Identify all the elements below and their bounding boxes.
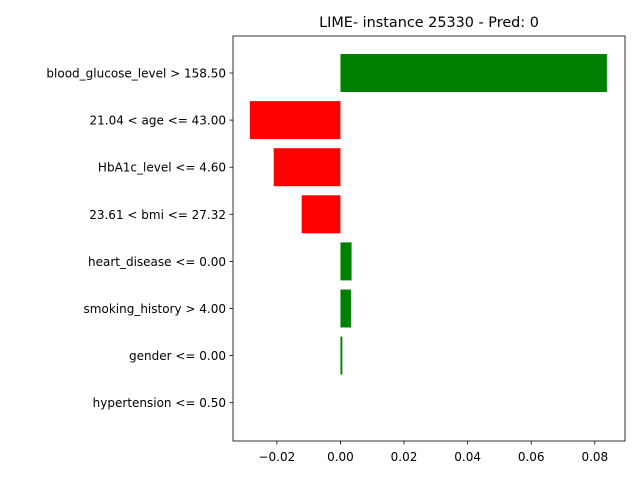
x-tick-label: 0.08 [581,450,608,464]
bar [340,336,343,375]
y-tick-label: smoking_history > 4.00 [84,302,226,316]
bars-group [249,54,607,375]
bar [340,289,351,328]
x-tick-label: 0.06 [518,450,545,464]
x-tick-label: 0.02 [391,450,418,464]
y-tick-label: HbA1c_level <= 4.60 [98,161,226,175]
bar [340,242,352,281]
x-tick-label: 0.00 [327,450,354,464]
y-tick-label: 23.61 < bmi <= 27.32 [89,208,226,222]
y-tick-label: hypertension <= 0.50 [93,396,226,410]
x-axis: −0.02 0.00 0.02 0.04 0.06 0.08 [258,441,608,464]
chart-title: LIME- instance 25330 - Pred: 0 [319,15,539,31]
plot-frame [232,35,626,442]
y-tick-labels: blood_glucose_level > 158.50 21.04 < age … [46,67,233,410]
y-tick-label: gender <= 0.00 [129,349,226,363]
y-tick-label: blood_glucose_level > 158.50 [46,67,226,81]
x-tick-label: −0.02 [258,450,295,464]
y-tick-label: 21.04 < age <= 43.00 [90,114,226,128]
bar [273,148,341,187]
bar [340,54,607,92]
bar [249,101,341,140]
y-tick-label: heart_disease <= 0.00 [88,255,226,269]
bar [301,195,341,234]
x-tick-label: 0.04 [454,450,481,464]
